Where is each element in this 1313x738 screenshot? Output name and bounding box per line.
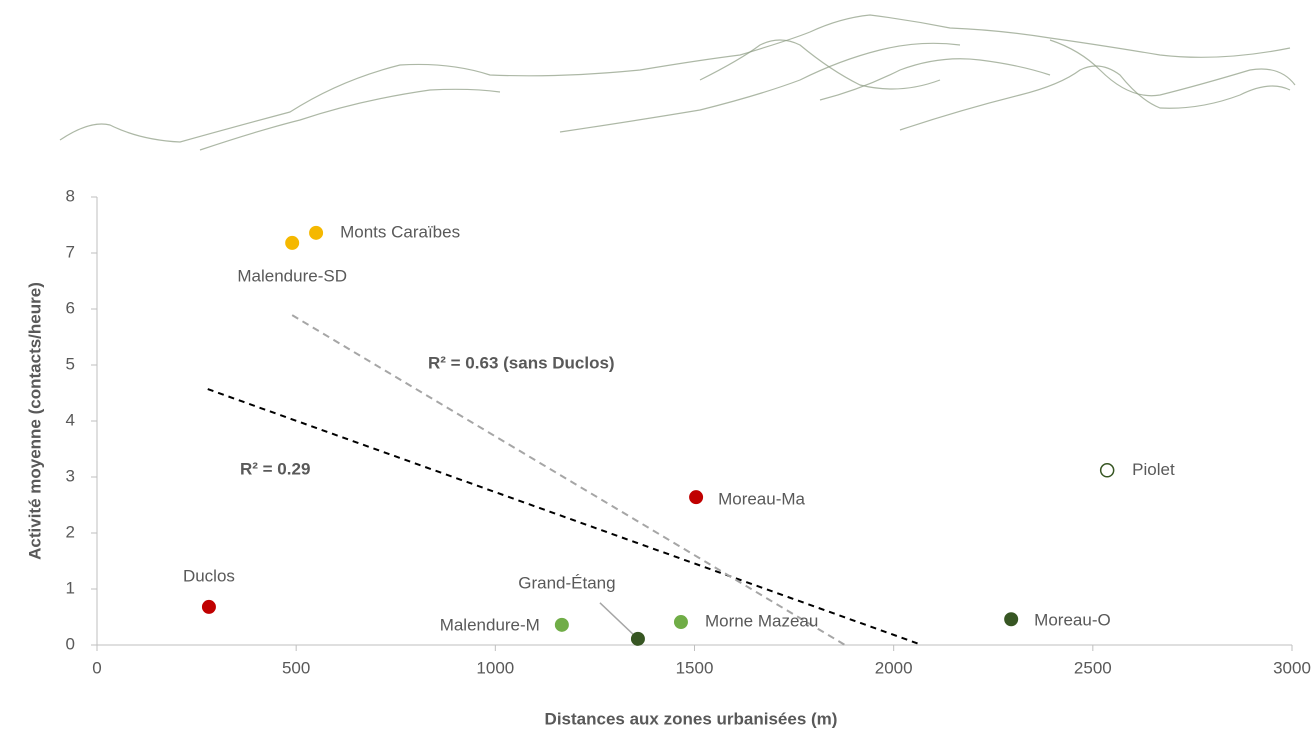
point <box>630 631 645 646</box>
point-label: Malendure-SD <box>237 266 347 285</box>
point <box>554 617 569 632</box>
x-tick-label: 2500 <box>1074 658 1112 677</box>
point-label: Piolet <box>1132 460 1175 479</box>
point-label: Moreau-O <box>1034 611 1111 630</box>
point <box>1099 463 1115 478</box>
point-label: Duclos <box>183 566 235 585</box>
leader-line <box>599 602 639 640</box>
point-label: Malendure-M <box>440 615 540 634</box>
point-label: Moreau-Ma <box>718 490 805 509</box>
point-label: Grand-Étang <box>518 573 615 592</box>
x-tick-label: 2000 <box>875 658 913 677</box>
x-tick-label: 1000 <box>476 658 514 677</box>
x-axis-title: Distances aux zones urbanisées (m) <box>545 709 838 728</box>
point <box>689 490 704 505</box>
x-tick-label: 500 <box>282 658 310 677</box>
y-tick-label: 5 <box>66 354 75 373</box>
y-tick-label: 7 <box>66 242 75 261</box>
y-tick-label: 2 <box>66 522 75 541</box>
annotation: R² = 0.29 <box>240 459 310 478</box>
point <box>1004 612 1019 627</box>
point-label: Monts Caraïbes <box>340 222 460 241</box>
x-tick-label: 1500 <box>676 658 714 677</box>
y-tick-label: 3 <box>66 466 75 485</box>
trendline <box>207 388 923 646</box>
y-tick-label: 0 <box>66 634 75 653</box>
point <box>285 235 300 250</box>
x-tick-label: 0 <box>92 658 101 677</box>
y-axis-title: Activité moyenne (contacts/heure) <box>25 282 44 560</box>
mountain-decoration <box>59 14 1296 151</box>
point-label: Morne Mazeau <box>705 612 818 631</box>
point <box>673 615 688 630</box>
point <box>309 225 324 240</box>
y-tick-label: 1 <box>66 578 75 597</box>
annotation: R² = 0.63 (sans Duclos) <box>428 353 615 372</box>
y-tick-label: 4 <box>66 410 75 429</box>
y-tick-label: 8 <box>66 186 75 205</box>
y-tick-label: 6 <box>66 298 75 317</box>
x-tick-label: 3000 <box>1273 658 1311 677</box>
point <box>201 599 216 614</box>
